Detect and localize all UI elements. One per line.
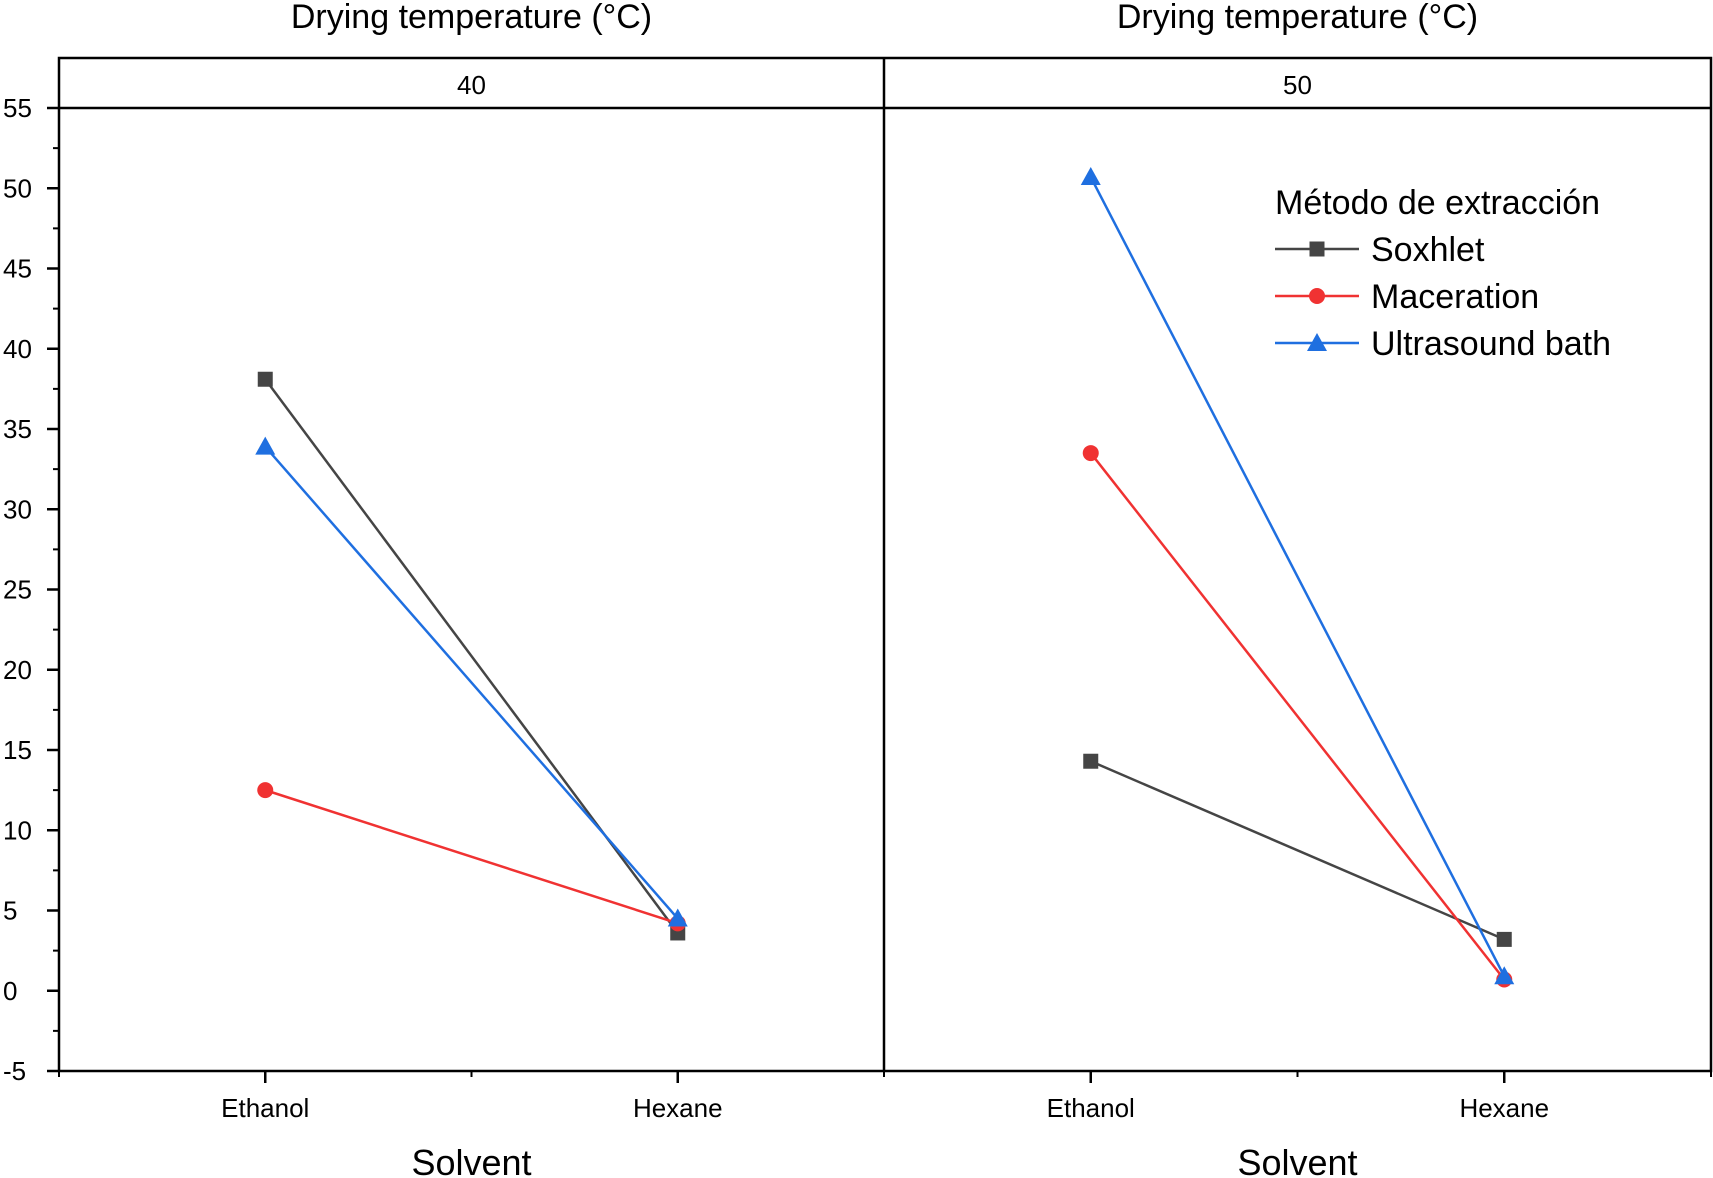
y-tick-label: 5: [3, 896, 17, 926]
x-axis-title: Solvent: [411, 1142, 531, 1178]
series-line-soxhlet-50: [1090, 760, 1505, 941]
panel-frames: Drying temperature (°C) 40 Drying temperat…: [57, 0, 1713, 1073]
x-axis-title: Solvent: [1237, 1142, 1357, 1178]
x-tick-label-ethanol: Ethanol: [1047, 1093, 1135, 1123]
data-point-soxhlet-40-ethanol: [257, 371, 273, 387]
legend-marker: [1309, 288, 1325, 304]
y-tick-label: 40: [3, 334, 32, 364]
series-layer: [255, 167, 1515, 988]
data-point-ultrasound-bath-40-ethanol: [255, 436, 276, 455]
x-tick-label-hexane: Hexane: [633, 1093, 723, 1123]
facet-title: Drying temperature (°C): [1117, 0, 1478, 36]
data-point-soxhlet-50-ethanol: [1083, 753, 1099, 769]
data-point-ultrasound-bath-40-hexane: [667, 908, 688, 927]
legend: Método de extracción Soxhlet Maceration Ult…: [1275, 184, 1611, 363]
series-line-maceration-50: [1089, 452, 1506, 981]
series-line-soxhlet-40: [264, 378, 679, 934]
y-tick-label: 50: [3, 173, 32, 203]
y-tick-label: 35: [3, 414, 32, 444]
series-line-maceration-40: [264, 788, 679, 925]
legend-marker: [1307, 333, 1327, 351]
x-tick-label-hexane: Hexane: [1459, 1093, 1549, 1123]
strip-label-50: 50: [1283, 70, 1312, 100]
legend-title: Método de extracción: [1275, 184, 1600, 222]
legend-label: Ultrasound bath: [1371, 325, 1611, 363]
data-point-ultrasound-bath-50-hexane: [1494, 966, 1515, 985]
x-axis: Solvent Ethanol Hexane Solvent Ethanol Hexane: [58, 1071, 1712, 1178]
y-tick-label: 20: [3, 655, 32, 685]
y-tick-label: 15: [3, 735, 32, 765]
data-point-maceration-50-ethanol: [1082, 445, 1099, 462]
facet-title: Drying temperature (°C): [291, 0, 652, 36]
y-axis: -5 0 5 10 15 20 25 30 35 40 45 50 55: [3, 93, 59, 1086]
y-tick-label: 30: [3, 494, 32, 524]
y-tick-label: -5: [3, 1056, 26, 1086]
legend-marker: [1309, 241, 1325, 257]
series-line-ultrasound-bath-50: [1089, 176, 1506, 977]
data-point-ultrasound-bath-50-ethanol: [1080, 167, 1101, 186]
y-tick-label: 10: [3, 815, 32, 845]
legend-label: Soxhlet: [1371, 231, 1485, 269]
strip-label-40: 40: [457, 70, 486, 100]
x-tick-label-ethanol: Ethanol: [221, 1093, 309, 1123]
series-line-ultrasound-bath-40: [264, 445, 679, 920]
legend-label: Maceration: [1371, 278, 1539, 316]
data-point-maceration-40-ethanol: [257, 782, 274, 799]
data-point-soxhlet-50-hexane: [1496, 931, 1512, 947]
y-tick-label: 55: [3, 93, 32, 123]
y-tick-label: 45: [3, 254, 32, 284]
y-tick-label: 0: [3, 976, 17, 1006]
y-tick-label: 25: [3, 575, 32, 605]
